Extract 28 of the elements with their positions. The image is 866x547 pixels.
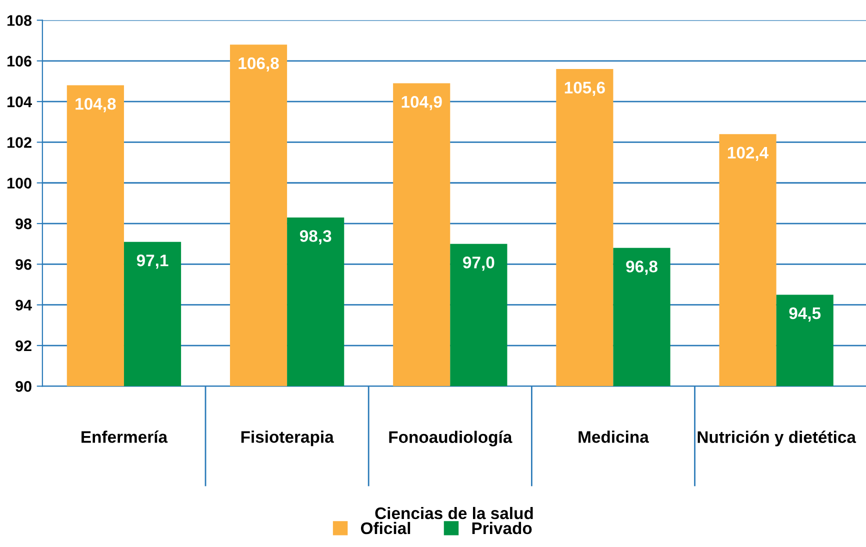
data-label: 104,8 [76, 98, 116, 112]
x-tick-label: Nutrición y dietética [698, 430, 856, 446]
y-tick-label: 102 [7, 137, 32, 148]
y-tick-label: 106 [7, 56, 32, 67]
legend-label: Privado [472, 522, 532, 534]
y-tick-label: 108 [7, 15, 32, 26]
x-tick-label: Fonoaudiología [389, 430, 512, 446]
legend-label: Oficial [360, 522, 410, 534]
y-tick-label: 94 [16, 300, 32, 311]
x-tick-label: Fisioterapia [241, 430, 334, 446]
y-tick-label: 100 [7, 178, 32, 189]
y-tick-label: 104 [7, 96, 32, 108]
data-label: 106,8 [238, 57, 279, 72]
data-label: 104,9 [402, 96, 442, 110]
data-label: 105,6 [564, 82, 605, 96]
data-label: 98,3 [300, 230, 332, 244]
data-label: 96,8 [626, 260, 658, 275]
data-label: 97,1 [136, 254, 168, 269]
y-tick-label: 92 [16, 340, 32, 352]
y-tick-label: 98 [16, 218, 32, 230]
x-tick-label: Enfermería [82, 430, 168, 443]
y-tick-label: 90 [16, 381, 32, 392]
data-label: 94,5 [789, 307, 821, 322]
x-axis-title: Ciencias de la salud [375, 506, 533, 520]
x-tick-label: Medicina [578, 430, 649, 443]
y-tick-label: 96 [16, 259, 32, 270]
data-label: 97,0 [463, 256, 494, 271]
data-label: 102,4 [728, 146, 769, 161]
